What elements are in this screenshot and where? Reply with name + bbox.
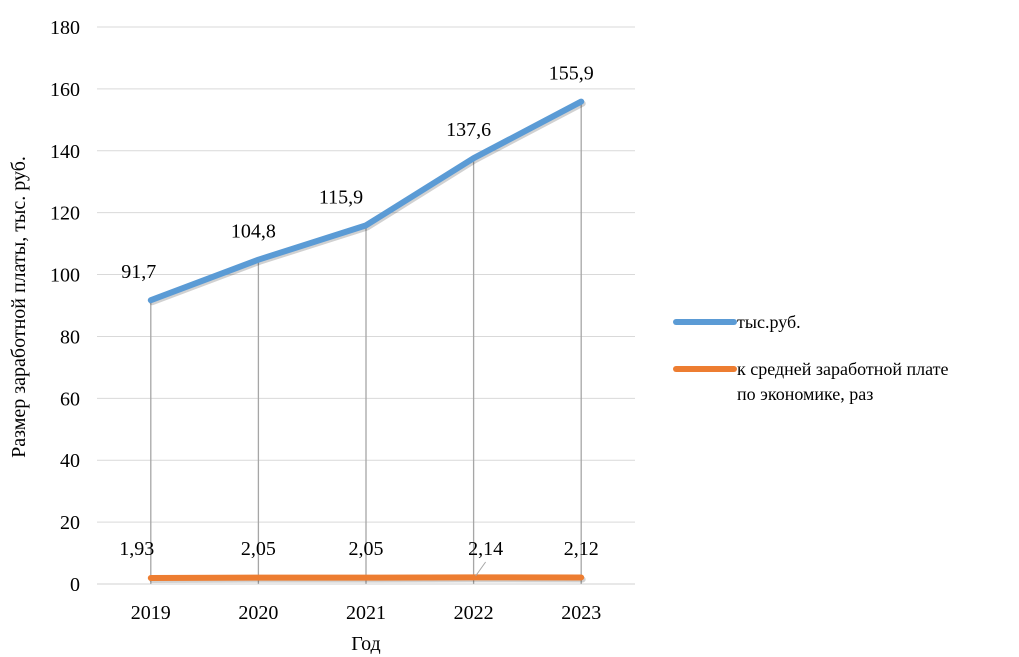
series-lines bbox=[147, 98, 586, 584]
legend-label: тыс.руб. bbox=[737, 312, 801, 332]
x-tick-label: 2022 bbox=[454, 602, 494, 624]
y-tick-label: 20 bbox=[60, 512, 80, 534]
y-tick-label: 40 bbox=[60, 450, 80, 472]
y-tick-label: 60 bbox=[60, 388, 80, 410]
data-label: 2,14 bbox=[468, 538, 503, 560]
label-leader-line bbox=[475, 561, 487, 577]
x-axis-ticks: 2019 2020 2021 2022 2023 bbox=[131, 602, 601, 624]
legend-label: по экономике, раз bbox=[737, 384, 873, 404]
data-label: 91,7 bbox=[121, 261, 156, 283]
y-tick-label: 80 bbox=[60, 326, 80, 348]
data-label: 2,12 bbox=[564, 538, 599, 560]
y-tick-label: 180 bbox=[50, 17, 80, 39]
x-axis-title: Год bbox=[351, 633, 380, 655]
y-axis-title: Размер заработной платы, тыс. руб. bbox=[8, 156, 30, 458]
data-label: 2,05 bbox=[349, 538, 384, 560]
y-tick-label: 100 bbox=[50, 265, 80, 287]
data-label: 104,8 bbox=[231, 221, 276, 243]
y-tick-label: 0 bbox=[70, 574, 80, 596]
data-label: 137,6 bbox=[446, 119, 491, 141]
series-line-ratio bbox=[147, 574, 585, 582]
y-axis-ticks: 0 20 40 60 80 100 120 140 160 180 bbox=[50, 17, 80, 596]
data-label: 2,05 bbox=[241, 538, 276, 560]
x-tick-label: 2019 bbox=[131, 602, 171, 624]
series-line-thousand-rub bbox=[147, 98, 585, 304]
data-label: 115,9 bbox=[319, 186, 363, 208]
x-tick-label: 2023 bbox=[561, 602, 601, 624]
data-label: 1,93 bbox=[119, 538, 154, 560]
legend-label: к средней заработной плате bbox=[737, 359, 949, 379]
y-tick-label: 120 bbox=[50, 203, 80, 225]
y-tick-label: 140 bbox=[50, 141, 80, 163]
y-tick-label: 160 bbox=[50, 79, 80, 101]
x-tick-label: 2020 bbox=[238, 602, 278, 624]
x-tick-label: 2021 bbox=[346, 602, 386, 624]
legend: тыс.руб. к средней заработной плате по эко… bbox=[673, 312, 949, 404]
data-labels: 91,7 104,8 115,9 137,6 155,9 1,93 2,05 2,05 2,14… bbox=[119, 63, 599, 577]
data-label: 155,9 bbox=[549, 63, 594, 85]
drop-lines bbox=[150, 101, 582, 584]
